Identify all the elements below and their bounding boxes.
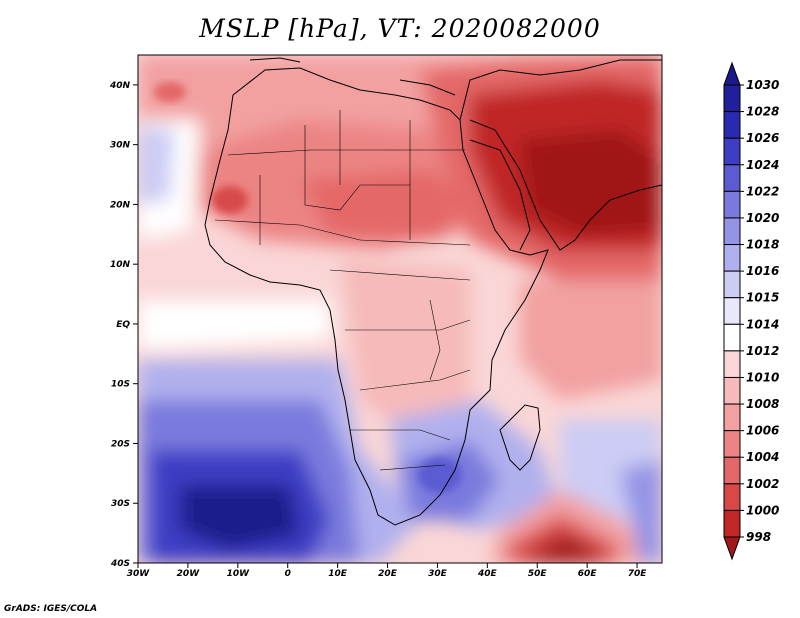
lat-tick-label: 30S: [111, 499, 130, 509]
lon-tick-label: 30E: [428, 569, 448, 579]
colorbar-swatch: [723, 297, 741, 325]
lon-tick-label: 60E: [578, 569, 598, 579]
lat-tick-label: 10S: [111, 380, 130, 390]
colorbar-tick-label: 1018: [746, 238, 779, 252]
colorbar-tick-label: 1004: [746, 450, 779, 464]
plot-title: MSLP [hPa], VT: 2020082000: [199, 14, 601, 43]
lon-tick-label: 40E: [477, 569, 498, 579]
colorbar-swatch: [723, 323, 741, 352]
colorbar-tick-label: 1008: [746, 397, 779, 411]
lat-tick-label: 40N: [109, 81, 131, 91]
colorbar-swatch: [723, 217, 741, 246]
lon-tick-label: 30W: [127, 569, 151, 579]
colorbar-swatch: [723, 430, 741, 458]
lat-tick-label: 10N: [110, 260, 131, 270]
lat-tick-label: 30N: [110, 141, 131, 151]
lon-tick-label: 10W: [227, 569, 251, 579]
colorbar-tick-label: 1015: [746, 291, 779, 305]
longitude-axis: 30W 20W 10W 0 10E 20E 30E 40E 50E 60E 70E: [127, 563, 647, 579]
lon-tick-label: 70E: [628, 569, 648, 579]
colorbar-swatch: [723, 270, 741, 299]
lat-tick-label: 20N: [110, 200, 131, 210]
colorbar-swatch: [723, 350, 741, 378]
colorbar-tick-label: 1012: [746, 344, 779, 358]
colorbar-swatch: [723, 483, 741, 511]
colorbar-top-arrow: [723, 61, 741, 86]
lon-tick-label: 20W: [177, 569, 201, 579]
colorbar-swatch: [723, 190, 741, 219]
borders: [214, 110, 471, 471]
colorbar-swatch: [723, 376, 741, 405]
lon-tick-label: 20E: [378, 569, 398, 579]
latitude-axis: 40N 30N 20N 10N EQ 10S 20S 30S 40S: [109, 81, 138, 569]
colorbar-swatch: [723, 456, 741, 485]
colorbar-swatch: [723, 509, 741, 538]
colorbar-swatch: [723, 111, 741, 139]
colorbar-tick-label: 1010: [746, 370, 779, 384]
lat-tick-label: 40S: [110, 559, 130, 569]
colorbar: 1030 1028 1026 1024 1022 1020 1018 1016 1015 1014…: [723, 61, 779, 561]
colorbar-swatch: [723, 244, 741, 272]
lon-tick-label: 10E: [328, 569, 348, 579]
colorbar-tick-label: 1028: [746, 105, 779, 119]
colorbar-tick-label: 1006: [746, 424, 779, 438]
colorbar-tick-label: 1026: [746, 131, 779, 145]
map-frame: [137, 54, 663, 564]
colorbar-swatch: [723, 84, 741, 113]
colorbar-tick-label: 1016: [746, 264, 779, 278]
colorbar-swatch: [723, 164, 741, 192]
coastlines: [204, 57, 662, 526]
colorbar-tick-label: 1024: [746, 158, 779, 172]
colorbar-tick-label: 1002: [746, 477, 779, 491]
colorbar-swatch: [723, 137, 741, 166]
colorbar-tick-label: 1020: [746, 211, 779, 225]
grads-credit: GrADS: IGES/COLA: [4, 604, 98, 614]
colorbar-tick-label: 1014: [746, 317, 779, 331]
colorbar-tick-label: 1030: [746, 78, 779, 92]
colorbar-swatch: [723, 403, 741, 432]
lon-tick-label: 0: [285, 569, 291, 579]
lon-tick-label: 50E: [528, 569, 548, 579]
pressure-field: [138, 55, 662, 563]
lat-tick-label: 20S: [111, 439, 130, 449]
colorbar-tick-label: 998: [746, 530, 771, 544]
colorbar-tick-label: 1022: [746, 184, 779, 198]
colorbar-bottom-arrow: [723, 536, 741, 561]
colorbar-tick-label: 1000: [746, 503, 779, 517]
lat-tick-label: EQ: [116, 320, 130, 330]
